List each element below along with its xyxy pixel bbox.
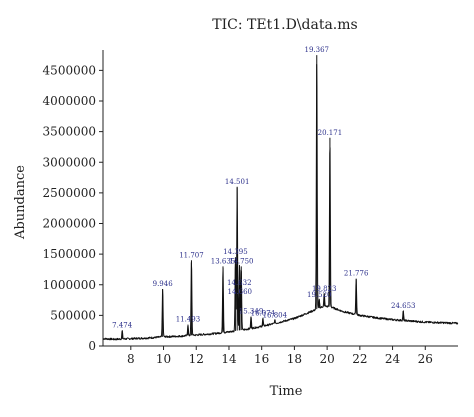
x-tick-label: 14 (221, 352, 237, 366)
peak-label: 16.074 (251, 309, 276, 317)
y-tick-label: 500000 (50, 308, 96, 322)
y-tick-label: 0 (88, 339, 96, 353)
peak-label: 14.632 (227, 279, 252, 287)
peak-label: 7.474 (112, 322, 133, 330)
y-tick-label: 2000000 (43, 217, 96, 231)
x-axis-label: Time (270, 384, 303, 399)
peak-label: 16.804 (263, 311, 288, 319)
peak-label: 14.395 (223, 248, 248, 256)
axes (102, 50, 458, 347)
x-tick-label: 26 (418, 352, 433, 366)
x-tick-label: 12 (189, 352, 204, 366)
x-tick-label: 10 (156, 352, 171, 366)
peak-label: 9.946 (153, 280, 174, 288)
chart-title: TIC: TEt1.D\data.ms (212, 17, 357, 33)
x-tick-label: 16 (254, 352, 269, 366)
y-tick-label: 1500000 (43, 247, 96, 261)
ticks: 0 500000 1000000 1500000 2000000 2500000 30000… (43, 63, 433, 366)
peak-label: 21.776 (344, 270, 369, 278)
x-tick-label: 18 (287, 352, 302, 366)
peak-label: 19.823 (312, 285, 337, 293)
peak-label: 14.501 (225, 178, 250, 186)
peak-label: 14.750 (229, 257, 254, 265)
peak-label: 11.493 (176, 316, 201, 324)
y-tick-label: 4000000 (43, 94, 96, 108)
y-tick-label: 4500000 (43, 63, 96, 77)
x-tick-label: 20 (319, 352, 334, 366)
tic-trace (102, 64, 459, 341)
peak-label: 15.349 (239, 308, 264, 316)
y-tick-label: 3500000 (43, 125, 96, 139)
x-tick-label: 24 (385, 352, 401, 366)
peak-label: 14.660 (228, 288, 253, 296)
peak-label: 11.707 (179, 251, 204, 259)
y-axis-label: Abundance (13, 165, 28, 240)
peak-label: 20.171 (318, 129, 343, 137)
trace-layer (102, 55, 459, 341)
peak-label: 13.635 (211, 257, 236, 265)
x-tick-label: 8 (127, 352, 135, 366)
peak-label: 19.367 (305, 46, 330, 54)
peak-label: 24.653 (391, 302, 416, 310)
y-tick-label: 3000000 (43, 155, 96, 169)
y-tick-label: 1000000 (43, 278, 96, 292)
peak-label: 19.520 (307, 291, 332, 299)
y-tick-label: 2500000 (43, 186, 96, 200)
x-tick-label: 22 (352, 352, 367, 366)
